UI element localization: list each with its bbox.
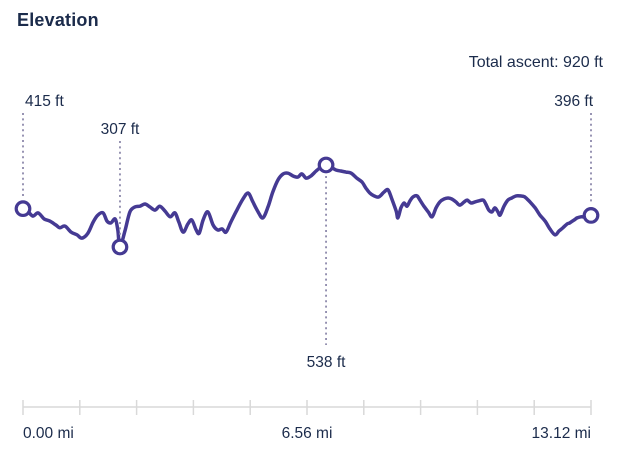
x-tick-label: 6.56 mi [282,425,333,442]
annotation-marker-start [14,200,32,218]
annotation-label-peak: 538 ft [307,354,346,371]
elevation-line [21,163,593,249]
annotation-label-end: 396 ft [554,93,593,110]
x-tick-label: 0.00 mi [23,425,74,442]
annotation-marker-peak [317,156,335,174]
x-tick-label: 13.12 mi [532,425,591,442]
chart-title: Elevation [17,10,99,30]
annotation-marker-end [582,207,600,224]
annotation-marker-low [111,238,129,256]
total-ascent-label: Total ascent: 920 ft [468,54,603,71]
annotation-label-start: 415 ft [25,93,64,110]
annotation-label-low: 307 ft [101,121,140,138]
